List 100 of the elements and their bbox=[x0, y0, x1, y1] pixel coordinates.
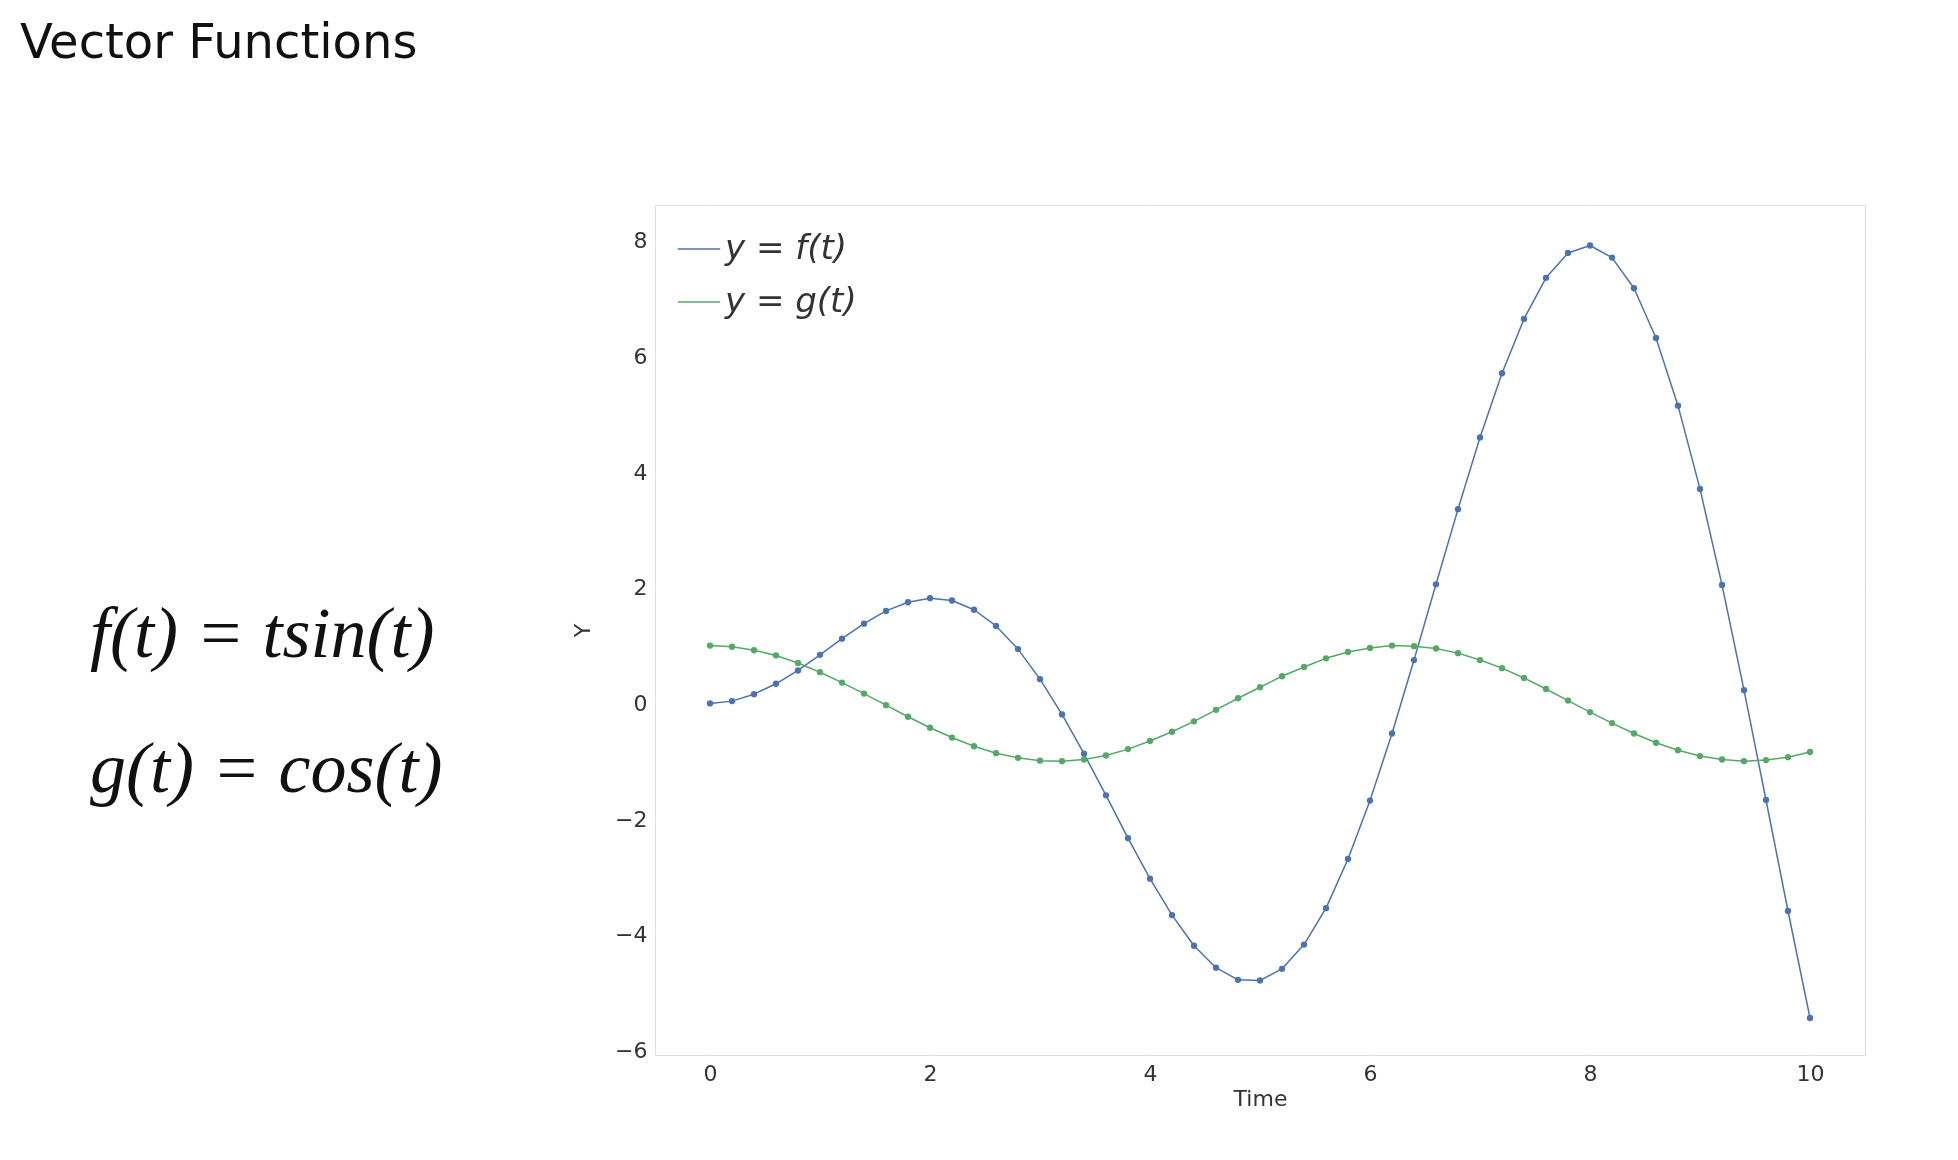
point bbox=[772, 652, 780, 659]
point bbox=[794, 659, 802, 667]
point bbox=[1806, 1014, 1814, 1022]
text: Vector Functions bbox=[20, 13, 418, 69]
point bbox=[1212, 964, 1220, 971]
point bbox=[1520, 315, 1528, 323]
point bbox=[1080, 756, 1088, 763]
point bbox=[1256, 977, 1264, 984]
point bbox=[1542, 685, 1550, 693]
point bbox=[1366, 644, 1374, 652]
point bbox=[1300, 663, 1308, 671]
point bbox=[1410, 643, 1418, 650]
point bbox=[1784, 754, 1792, 761]
point bbox=[1476, 434, 1484, 441]
point bbox=[1498, 370, 1506, 377]
point bbox=[1124, 745, 1132, 753]
point bbox=[926, 595, 934, 602]
point bbox=[750, 691, 758, 698]
point bbox=[904, 599, 912, 606]
point bbox=[1674, 747, 1682, 754]
point bbox=[1366, 797, 1374, 804]
text: f(t) = tsin(t) bbox=[90, 593, 435, 673]
point bbox=[1696, 752, 1704, 760]
x-tick-label: 10 bbox=[1796, 1060, 1825, 1086]
point bbox=[1476, 656, 1484, 664]
point bbox=[1058, 758, 1066, 765]
y-tick-label: 2 bbox=[633, 575, 648, 601]
point bbox=[1080, 750, 1088, 757]
point bbox=[1388, 730, 1396, 737]
point bbox=[1102, 752, 1110, 759]
point bbox=[948, 734, 956, 741]
point bbox=[1014, 645, 1022, 653]
x-tick-label: 8 bbox=[1583, 1060, 1598, 1086]
point bbox=[1432, 581, 1440, 588]
x-axis-title: Time bbox=[1232, 1085, 1288, 1111]
y-tick-label: −4 bbox=[615, 922, 648, 948]
point bbox=[728, 643, 736, 650]
point bbox=[1146, 737, 1154, 745]
point bbox=[1696, 485, 1704, 493]
point bbox=[1278, 673, 1286, 680]
point bbox=[1036, 675, 1044, 683]
point bbox=[1652, 334, 1660, 342]
point bbox=[1762, 756, 1770, 764]
point bbox=[1168, 728, 1176, 735]
point bbox=[772, 680, 780, 687]
point bbox=[1190, 942, 1198, 949]
y-axis-title: Y bbox=[570, 623, 596, 639]
point bbox=[1212, 706, 1220, 713]
point bbox=[1630, 285, 1638, 292]
point bbox=[706, 642, 714, 649]
point bbox=[1322, 655, 1330, 662]
point bbox=[1586, 242, 1594, 249]
point bbox=[1498, 665, 1506, 672]
point bbox=[1740, 758, 1748, 765]
point bbox=[1586, 708, 1594, 716]
point bbox=[1124, 835, 1132, 842]
point bbox=[1674, 402, 1682, 409]
point bbox=[794, 667, 802, 674]
point bbox=[1718, 581, 1726, 589]
point bbox=[970, 606, 978, 613]
x-tick-label: 0 bbox=[703, 1060, 718, 1086]
legend-label: y = g(t) bbox=[724, 280, 857, 320]
point bbox=[1036, 757, 1044, 764]
point bbox=[1322, 904, 1330, 912]
point bbox=[970, 743, 978, 750]
legend-label: y = f(t) bbox=[724, 227, 848, 267]
point bbox=[728, 697, 736, 705]
point bbox=[1234, 695, 1242, 702]
point bbox=[1300, 941, 1308, 948]
point bbox=[882, 607, 890, 615]
point bbox=[838, 679, 846, 686]
point bbox=[816, 669, 824, 676]
point bbox=[750, 647, 758, 654]
point bbox=[816, 651, 824, 659]
point bbox=[1234, 976, 1242, 983]
point bbox=[1806, 748, 1814, 756]
point bbox=[1146, 875, 1154, 882]
y-tick-label: 4 bbox=[633, 459, 648, 485]
y-tick-label: 6 bbox=[633, 344, 648, 369]
x-tick-label: 6 bbox=[1363, 1060, 1378, 1086]
point bbox=[1014, 754, 1022, 761]
y-tick-label: −2 bbox=[615, 806, 648, 832]
point bbox=[1784, 907, 1792, 915]
point bbox=[904, 713, 912, 720]
point bbox=[1564, 249, 1572, 257]
y-tick-label: 8 bbox=[633, 228, 648, 254]
x-tick-label: 4 bbox=[1143, 1060, 1158, 1086]
point bbox=[860, 620, 868, 627]
point bbox=[1718, 756, 1726, 763]
point bbox=[1168, 911, 1176, 919]
point bbox=[1344, 855, 1352, 863]
point bbox=[1058, 711, 1066, 718]
point bbox=[882, 702, 890, 709]
point bbox=[706, 700, 714, 707]
point bbox=[1278, 965, 1286, 972]
point bbox=[926, 724, 934, 731]
point bbox=[1388, 642, 1396, 649]
point bbox=[1542, 274, 1550, 282]
point bbox=[1410, 656, 1418, 664]
y-tick-label: −6 bbox=[615, 1037, 648, 1063]
